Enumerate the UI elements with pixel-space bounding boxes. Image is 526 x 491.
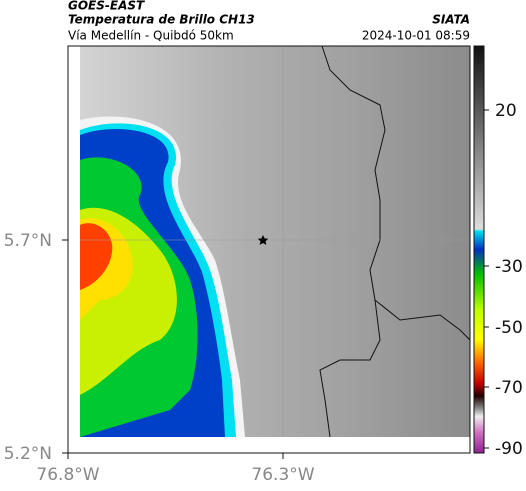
colorbar (473, 45, 485, 454)
colorbar-tick-label: 20 (495, 101, 517, 121)
y-tick-label: 5.7°N (4, 231, 52, 251)
satellite-title: GOES-EAST (68, 0, 145, 13)
x-tick-label: 76.8°W (36, 465, 99, 485)
product-title: Temperatura de Brillo CH13 (68, 13, 255, 27)
timestamp: 2024-10-01 08:59 (362, 29, 470, 43)
colorbar-tick-label: -50 (495, 318, 523, 338)
route-label: Vía Medellín - Quibdó 50km (68, 29, 234, 43)
y-tick-label: 5.2°N (4, 444, 52, 464)
colorbar-tick-label: -70 (495, 378, 523, 398)
x-tick-label: 76.3°W (251, 465, 314, 485)
satellite-image (80, 46, 470, 437)
colorbar-tick-label: -90 (495, 439, 523, 459)
colorbar-tick-label: -30 (495, 257, 523, 277)
source-label: SIATA (432, 13, 470, 27)
colorbar-ticks (484, 109, 489, 449)
